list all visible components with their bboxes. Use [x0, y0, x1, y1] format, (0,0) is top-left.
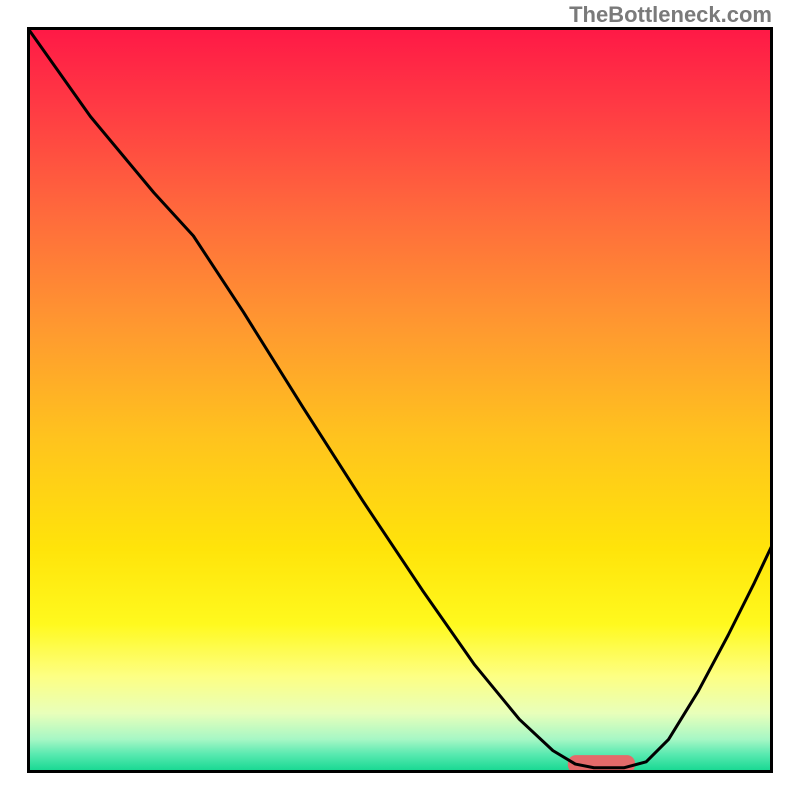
plot-svg	[27, 27, 773, 773]
plot-area	[27, 27, 773, 773]
chart-frame: TheBottleneck.com	[0, 0, 800, 800]
gradient-background	[27, 27, 773, 773]
watermark-text: TheBottleneck.com	[569, 2, 772, 28]
